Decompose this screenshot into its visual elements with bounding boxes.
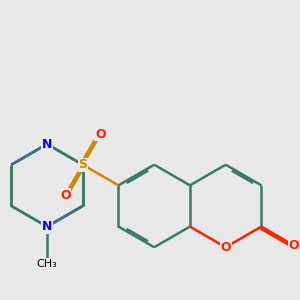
Text: O: O: [95, 128, 106, 141]
Text: O: O: [288, 239, 299, 252]
Text: CH₃: CH₃: [37, 259, 57, 269]
Text: N: N: [42, 138, 52, 151]
Text: S: S: [78, 158, 87, 171]
Text: N: N: [42, 220, 52, 233]
Text: O: O: [60, 189, 70, 202]
Text: O: O: [220, 241, 231, 254]
